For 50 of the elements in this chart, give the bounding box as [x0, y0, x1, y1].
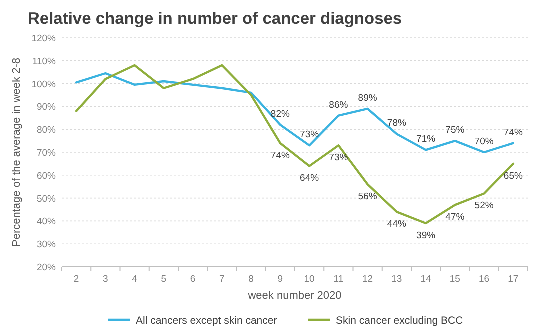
data-label: 86% — [329, 100, 349, 111]
data-label: 78% — [387, 118, 407, 130]
x-tick-label: 10 — [304, 274, 315, 285]
y-tick-label: 20% — [36, 262, 57, 274]
x-tick-label: 4 — [132, 274, 138, 285]
data-label: 73% — [300, 130, 320, 141]
y-tick-label: 120% — [32, 34, 57, 44]
data-label: 74% — [270, 150, 290, 162]
data-label: 74% — [504, 127, 524, 138]
x-tick-label: 5 — [161, 274, 167, 285]
x-tick-label: 12 — [362, 274, 374, 285]
data-label: 89% — [358, 92, 378, 104]
x-tick-label: 2 — [74, 274, 80, 285]
y-tick-label: 30% — [36, 240, 57, 251]
y-tick-label: 50% — [36, 194, 57, 205]
data-label: 39% — [416, 230, 436, 242]
x-tick-label: 13 — [392, 274, 402, 285]
x-tick-label: 15 — [450, 274, 460, 285]
legend-label: All cancers except skin cancer — [136, 315, 278, 327]
y-tick-label: 60% — [36, 170, 57, 182]
x-tick-label: 3 — [103, 274, 108, 285]
legend-label: Skin cancer excluding BCC — [336, 315, 464, 327]
chart-title: Relative change in number of cancer diagnoses — [28, 10, 402, 28]
y-tick-label: 100% — [32, 79, 57, 90]
y-tick-label: 80% — [36, 125, 57, 136]
y-tick-label: 40% — [36, 216, 57, 228]
data-label: 65% — [504, 170, 524, 182]
x-tick-label: 14 — [420, 274, 432, 285]
data-label: 56% — [358, 192, 378, 203]
data-label: 64% — [300, 173, 320, 184]
y-tick-label: 70% — [36, 148, 57, 159]
data-label: 70% — [474, 136, 494, 148]
data-label: 44% — [387, 219, 407, 230]
x-tick-label: 6 — [190, 274, 196, 285]
x-tick-label: 8 — [248, 274, 254, 285]
y-axis-title: Percentage of the average in week 2-8 — [11, 58, 23, 247]
data-label: 82% — [270, 109, 290, 120]
x-axis-title: week number 2020 — [247, 290, 342, 302]
x-tick-label: 9 — [278, 274, 284, 285]
x-tick-label: 17 — [508, 274, 519, 285]
data-label: 71% — [416, 134, 436, 146]
x-tick-label: 7 — [220, 274, 225, 285]
x-tick-label: 11 — [334, 274, 344, 285]
data-label: 75% — [446, 125, 466, 136]
y-tick-label: 110% — [32, 56, 57, 68]
y-tick-label: 90% — [36, 102, 57, 114]
x-tick-label: 16 — [479, 274, 490, 285]
data-label: 47% — [446, 212, 466, 224]
data-label: 52% — [474, 200, 494, 212]
data-label: 73% — [329, 152, 349, 164]
